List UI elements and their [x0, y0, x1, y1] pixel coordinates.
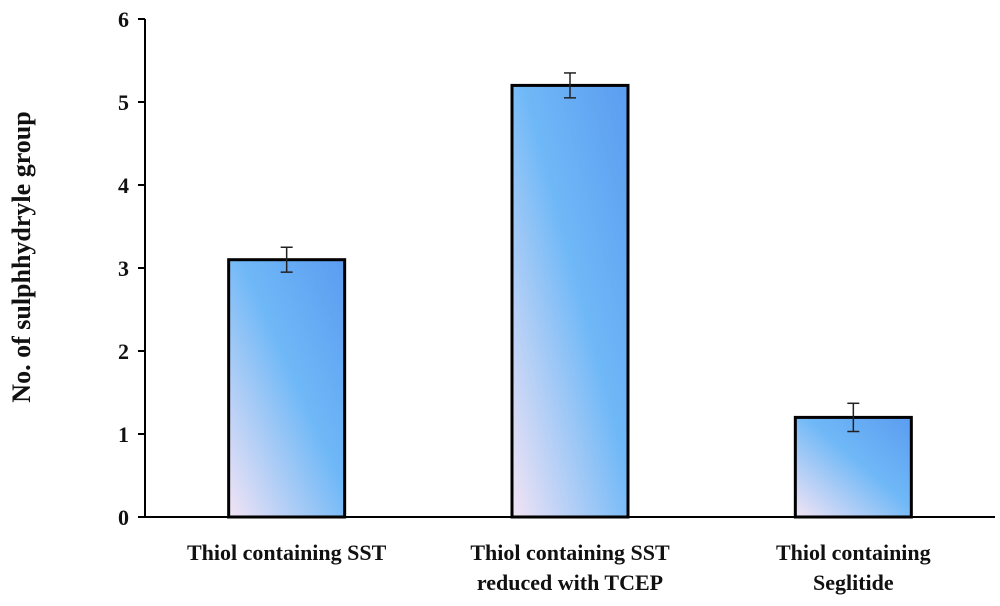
x-category-label: Seglitide — [813, 570, 894, 595]
y-tick-label: 2 — [118, 339, 129, 364]
y-tick-label: 5 — [118, 90, 129, 115]
y-axis-title: No. of sulphhydryle group — [7, 111, 36, 402]
bar — [793, 415, 913, 519]
bar — [227, 258, 347, 519]
y-tick-label: 6 — [118, 7, 129, 32]
x-category-label: Thiol containing SST — [470, 540, 670, 565]
y-tick-label: 4 — [118, 173, 129, 198]
y-tick-label: 3 — [118, 256, 129, 281]
bar — [510, 83, 630, 519]
y-tick-label: 1 — [118, 422, 129, 447]
x-category-label: reduced with TCEP — [477, 570, 663, 595]
y-tick-label: 0 — [118, 505, 129, 530]
x-category-label: Thiol containing — [776, 540, 931, 565]
x-category-label: Thiol containing SST — [187, 540, 387, 565]
